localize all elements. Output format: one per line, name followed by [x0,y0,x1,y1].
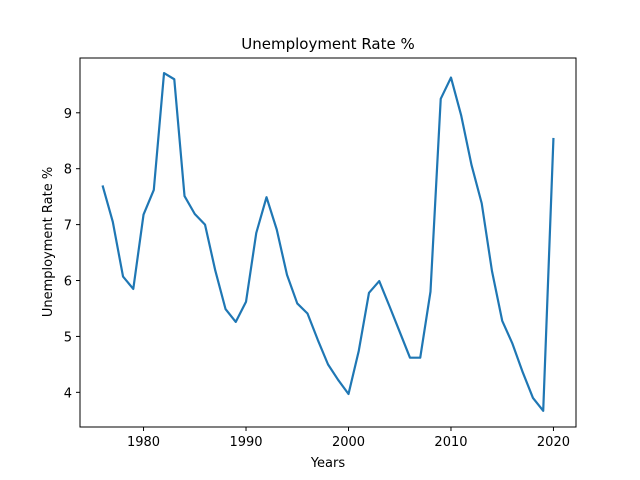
x-tick-label: 2000 [332,435,365,450]
y-tick-label: 9 [64,107,72,122]
x-axis-title: Years [310,456,346,471]
y-tick-label: 5 [64,330,72,345]
x-tick-label: 2020 [537,435,570,450]
y-tick-label: 7 [64,219,72,234]
y-tick-label: 4 [64,386,72,401]
y-axis: 4 5 6 7 8 9 [64,107,80,401]
plot-frame [79,57,577,428]
x-tick-label: 1990 [229,435,262,450]
y-tick-label: 6 [64,275,72,290]
x-tick-label: 2010 [434,435,467,450]
y-axis-title: Unemployment Rate % [41,167,56,317]
x-axis: 1980 1990 2000 2010 2020 [127,427,570,450]
x-tick-label: 1980 [127,435,160,450]
plot-area [101,71,555,412]
series-line [101,71,555,412]
chart-title: Unemployment Rate % [241,35,414,53]
y-tick-label: 8 [64,163,72,178]
